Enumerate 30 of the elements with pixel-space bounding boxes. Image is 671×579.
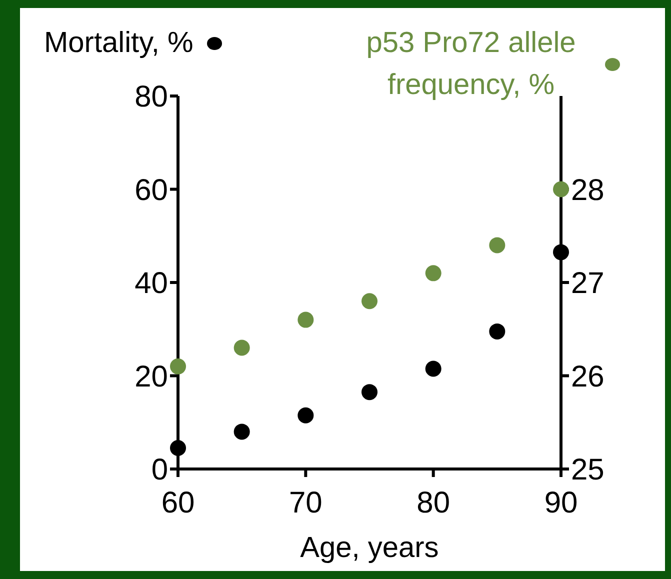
y-tick-label: 80: [134, 80, 168, 114]
point: [362, 384, 378, 400]
y2-tick-label: 28: [571, 174, 604, 207]
point: [298, 407, 314, 424]
point: [298, 312, 314, 328]
y2-tick-label: 27: [571, 267, 604, 300]
point: [234, 424, 250, 440]
legend-label: p53 Pro72 allele frequency, %: [365, 26, 577, 103]
point: [553, 244, 569, 260]
point: [362, 293, 378, 310]
x-tick-label: 70: [288, 486, 322, 520]
x-tick-label: 90: [544, 486, 578, 520]
y-tick-label: 0: [151, 454, 168, 487]
y-tick-label: 40: [134, 267, 168, 300]
point: [170, 440, 186, 456]
y2-tick-label: 25: [571, 454, 604, 487]
y-tick-label: 20: [134, 360, 168, 394]
x-tick-label: 60: [161, 486, 195, 520]
point: [489, 237, 506, 254]
x-tick-label: 80: [416, 486, 450, 520]
legend-label: Mortality, %: [44, 26, 194, 61]
point: [425, 265, 442, 282]
y2-tick-label: 26: [571, 360, 604, 394]
point: [234, 340, 250, 356]
y-tick-label: 60: [134, 174, 168, 207]
point: [425, 360, 442, 377]
point: [170, 358, 186, 374]
point: [489, 323, 506, 340]
point: [553, 181, 569, 198]
x-axis-title: Age, years: [300, 532, 439, 564]
